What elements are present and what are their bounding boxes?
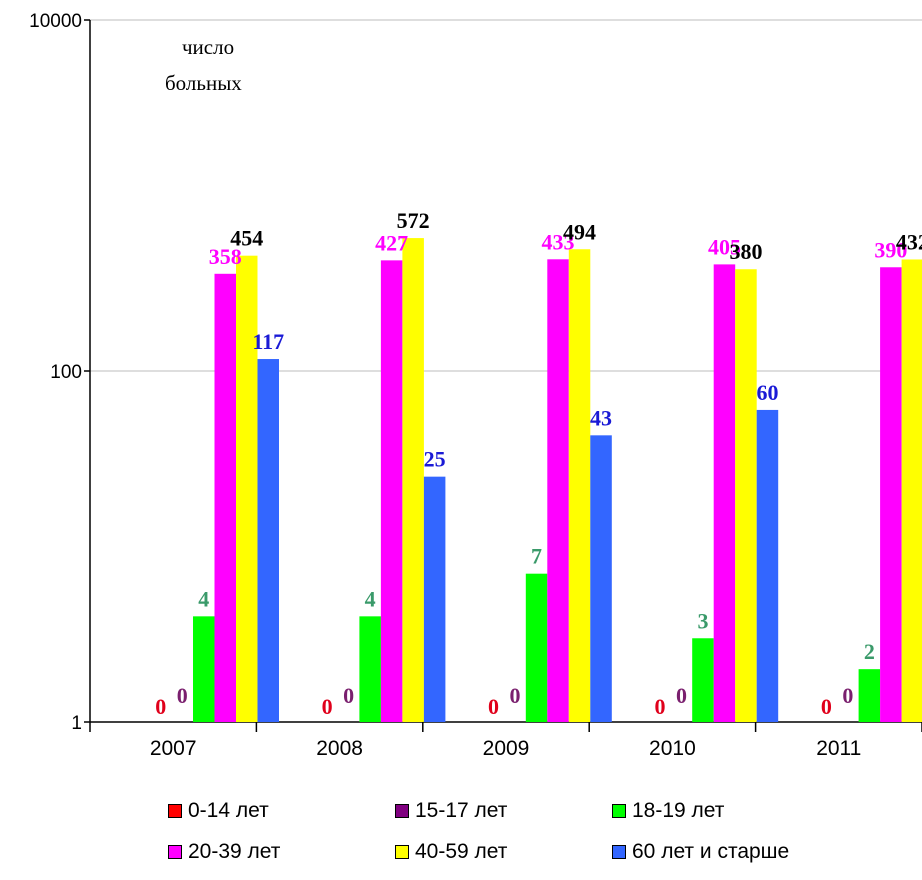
bar — [547, 259, 569, 722]
bar — [257, 359, 279, 722]
data-label: 25 — [424, 447, 446, 472]
x-tick-label: 2008 — [316, 737, 363, 760]
y-axis-label-line1: число — [182, 35, 234, 59]
data-label: 117 — [252, 329, 284, 354]
data-label: 0 — [155, 694, 166, 719]
data-label: 572 — [397, 208, 430, 233]
bar — [568, 249, 591, 722]
bar — [214, 273, 236, 722]
bar — [525, 573, 548, 722]
bar — [901, 259, 922, 722]
bar — [880, 267, 902, 722]
bar — [713, 264, 736, 722]
data-label: 390 — [874, 237, 907, 262]
data-label: 60 — [756, 380, 778, 405]
bar — [735, 269, 757, 722]
y-tick-label: 10000 — [29, 11, 82, 32]
data-label: 0 — [821, 694, 832, 719]
data-label: 0 — [842, 683, 853, 708]
data-label: 0 — [322, 694, 333, 719]
data-label: 433 — [542, 229, 575, 254]
bar — [692, 638, 714, 722]
data-label: 0 — [177, 683, 188, 708]
x-tick-label: 2011 — [816, 737, 861, 760]
data-label: 380 — [729, 239, 762, 264]
data-label: 0 — [343, 683, 354, 708]
y-tick-label: 100 — [50, 362, 82, 383]
data-label: 0 — [510, 683, 521, 708]
bar — [756, 409, 779, 722]
data-label: 7 — [531, 544, 542, 569]
data-label: 4 — [198, 586, 209, 611]
x-tick-label: 2010 — [649, 737, 696, 760]
x-ticks: 2007 2008 2009 2010 2011 — [89, 722, 922, 760]
data-label: 494 — [563, 219, 596, 244]
data-label: 3 — [697, 608, 708, 633]
data-label: 0 — [654, 694, 665, 719]
bar — [402, 238, 424, 722]
bar — [423, 476, 446, 722]
data-label: 4 — [365, 586, 376, 611]
y-tick-label: 1 — [71, 713, 82, 734]
data-label: 0 — [488, 694, 499, 719]
data-label: 358 — [209, 244, 242, 269]
data-label: 0 — [676, 683, 687, 708]
y-ticks: 1 100 10000 — [29, 11, 90, 734]
bar — [359, 616, 381, 722]
x-tick-label: 2007 — [150, 737, 197, 760]
bar — [193, 616, 215, 722]
data-label: 43 — [590, 405, 612, 430]
data-label: 454 — [230, 226, 263, 251]
data-label: 2 — [864, 639, 875, 664]
bar — [236, 255, 258, 722]
bar — [590, 435, 612, 722]
bar — [380, 260, 403, 722]
data-label: 432 — [896, 229, 922, 254]
bar — [858, 669, 881, 722]
data-label: 427 — [375, 230, 408, 255]
data-label: 405 — [708, 234, 741, 259]
x-tick-label: 2009 — [483, 737, 530, 760]
bars — [193, 238, 922, 722]
y-axis-label-line2: больных — [165, 71, 242, 95]
